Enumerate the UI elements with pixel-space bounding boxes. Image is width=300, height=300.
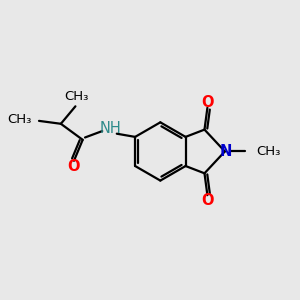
Text: O: O: [67, 159, 80, 174]
Text: O: O: [201, 193, 214, 208]
Text: O: O: [201, 95, 214, 110]
Text: N: N: [220, 144, 232, 159]
Text: CH₃: CH₃: [8, 113, 32, 126]
Text: NH: NH: [100, 121, 121, 136]
Text: CH₃: CH₃: [256, 145, 280, 158]
Text: CH₃: CH₃: [65, 90, 89, 103]
